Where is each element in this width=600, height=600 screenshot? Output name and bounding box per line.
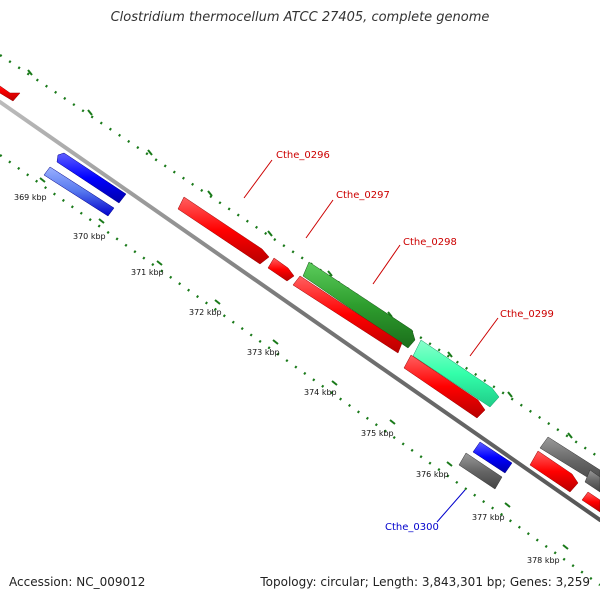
tick-label-369: 369 kbp bbox=[14, 193, 47, 202]
map-title: Clostridium thermocellum ATCC 27405, com… bbox=[110, 10, 490, 25]
gene-labels: Cthe_0296 Cthe_0297 Cthe_0298 Cthe_0299 … bbox=[276, 150, 554, 533]
tick-label-372: 372 kbp bbox=[189, 308, 222, 317]
gene-cthe-0299[interactable] bbox=[412, 339, 500, 408]
gene-red-right-lower[interactable] bbox=[581, 491, 600, 513]
gene-cthe-0300-blue[interactable] bbox=[472, 441, 513, 474]
tick-label-371: 371 kbp bbox=[131, 268, 164, 277]
genome-backbone bbox=[0, 100, 600, 522]
gene-label-cthe-0296[interactable]: Cthe_0296 bbox=[276, 150, 330, 161]
outer-tick-ring bbox=[0, 54, 600, 459]
gene-label-cthe-0299[interactable]: Cthe_0299 bbox=[500, 309, 554, 320]
gene-label-cthe-0298[interactable]: Cthe_0298 bbox=[403, 237, 457, 248]
gene-label-cthe-0297[interactable]: Cthe_0297 bbox=[336, 190, 390, 201]
gene-reverse-2[interactable] bbox=[43, 166, 115, 217]
gene-cthe-0298[interactable] bbox=[302, 261, 416, 349]
tick-label-370: 370 kbp bbox=[73, 232, 106, 241]
gene-track bbox=[0, 79, 600, 513]
outer-major-ticks bbox=[27, 69, 573, 439]
gene-cthe-0296[interactable] bbox=[177, 196, 270, 265]
gene-forward-under-0298[interactable] bbox=[292, 275, 403, 354]
gene-label-cthe-0300[interactable]: Cthe_0300 bbox=[385, 522, 439, 533]
gene-gray-right-lower[interactable] bbox=[584, 469, 600, 493]
tick-label-378: 378 kbp bbox=[527, 556, 560, 565]
accession-text: Accession: NC_009012 bbox=[9, 575, 146, 589]
gene-forward-under-0299[interactable] bbox=[403, 354, 486, 419]
tick-label-373: 373 kbp bbox=[247, 348, 280, 357]
inner-tick-ring bbox=[0, 154, 600, 586]
gene-cthe-0297[interactable] bbox=[267, 257, 295, 282]
gene-cthe-0300-gray[interactable] bbox=[458, 452, 503, 490]
label-leaders bbox=[243, 159, 499, 523]
tick-label-375: 375 kbp bbox=[361, 429, 394, 438]
gene-gray-right[interactable] bbox=[539, 436, 600, 486]
gene-reverse-1[interactable] bbox=[56, 152, 127, 204]
genome-summary-text: Topology: circular; Length: 3,843,301 bp… bbox=[260, 575, 590, 589]
tick-label-377: 377 kbp bbox=[472, 513, 505, 522]
tick-label-376: 376 kbp bbox=[416, 470, 449, 479]
tick-labels: 369 kbp 370 kbp 371 kbp 372 kbp 373 kbp … bbox=[14, 193, 560, 565]
tick-label-374: 374 kbp bbox=[304, 388, 337, 397]
gene-red-right[interactable] bbox=[529, 450, 579, 493]
inner-major-ticks bbox=[39, 177, 569, 550]
gene-forward-fragment[interactable] bbox=[0, 79, 21, 102]
